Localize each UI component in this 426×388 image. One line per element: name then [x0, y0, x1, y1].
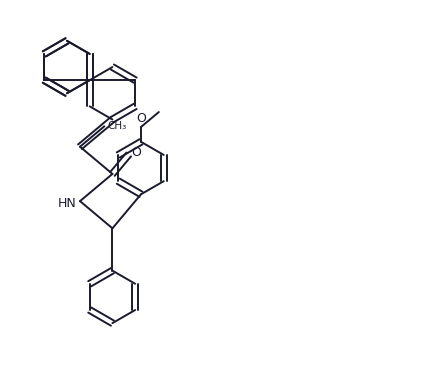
Text: HN: HN — [58, 197, 77, 210]
Text: CH₃: CH₃ — [108, 121, 127, 131]
Text: O: O — [136, 112, 146, 125]
Text: O: O — [132, 146, 141, 159]
